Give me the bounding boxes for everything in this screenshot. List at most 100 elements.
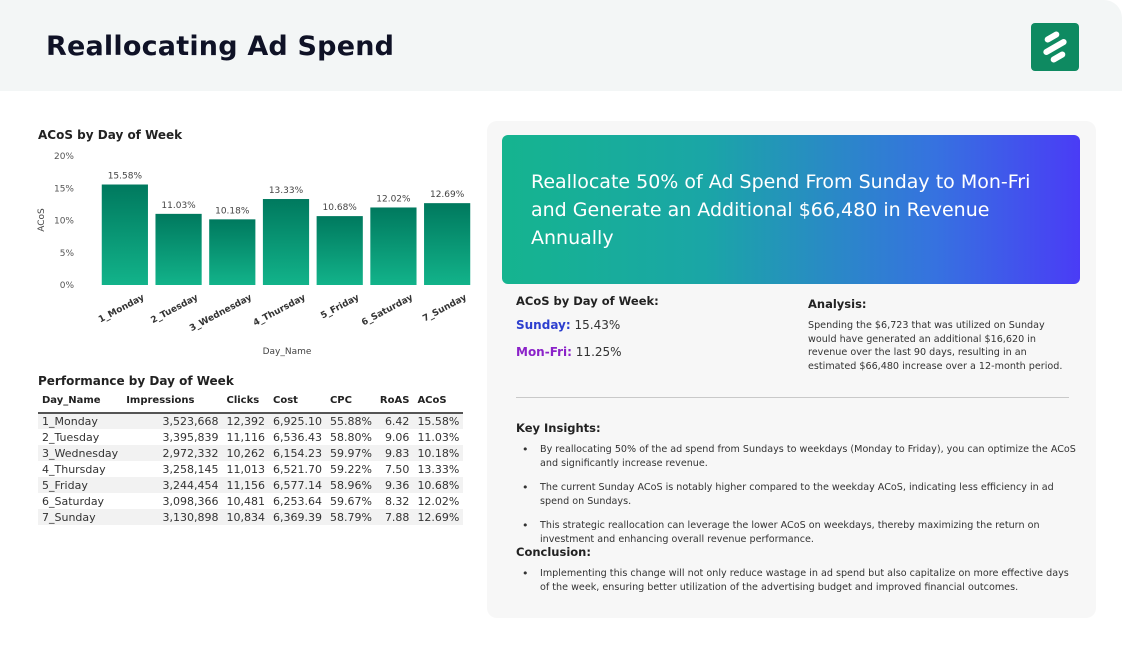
column-header: Cost — [268, 393, 326, 414]
column-header: ACoS — [413, 393, 464, 414]
table-cell: 15.58% — [413, 413, 464, 429]
table-title: Performance by Day of Week — [38, 374, 234, 388]
table-row: 2_Tuesday 3,395,839 11,116 6,536.43 58.80% 9.… — [38, 429, 463, 445]
table-cell: 59.22% — [329, 462, 372, 476]
insights-list: By reallocating 50% of the ad spend from… — [516, 443, 1079, 557]
bar-value-label: 13.33% — [269, 186, 304, 196]
table-cell: 3,523,668 — [122, 413, 223, 429]
table-cell: 9.06 — [384, 430, 410, 444]
table-cell: 10.68% — [413, 477, 464, 493]
table-cell: 59.97% — [325, 445, 376, 461]
table-cell: 7.88 — [375, 509, 414, 525]
x-axis-label: Day_Name — [263, 347, 312, 357]
table-cell: 3,098,366 — [162, 494, 219, 508]
bar-value-label: 12.02% — [376, 194, 411, 204]
table-cell: 3,130,898 — [122, 509, 223, 525]
table-cell: 6,369.39 — [268, 509, 326, 525]
x-tick-label: 4_Thursday — [252, 293, 308, 329]
table-header-row: Day_Name Impressions Clicks Cost CPC RoAS ACoS — [38, 393, 464, 414]
bar-value-label: 11.03% — [161, 201, 196, 211]
bar-value-label: 10.68% — [323, 203, 358, 213]
table-cell: 6,536.43 — [272, 430, 322, 444]
header-bar — [0, 0, 1122, 91]
table-cell: 2,972,332 — [122, 445, 223, 461]
sunday-value: 15.43% — [574, 318, 621, 332]
divider — [516, 397, 1069, 398]
table-cell: 6.42 — [375, 413, 414, 429]
table-row: 4_Thursday 3,258,145 11,013 6,521.70 59.22% 7… — [38, 461, 463, 477]
bar-7_sunday — [424, 203, 471, 285]
table-cell: 6,521.70 — [272, 462, 322, 476]
monfri-label: Mon-Fri: — [516, 345, 572, 359]
table-row: 7_Sunday 3,130,898 10,834 6,369.39 58.79% 7.8… — [38, 509, 464, 525]
table-cell: 58.79% — [325, 509, 376, 525]
table-cell: 58.96% — [325, 477, 376, 493]
x-tick-label: 6_Saturday — [360, 293, 415, 328]
y-tick-label: 5% — [60, 249, 75, 259]
table-cell: 55.88% — [325, 413, 376, 429]
bar-5_friday — [316, 216, 363, 285]
x-tick-label: 1_Monday — [97, 293, 146, 326]
y-tick-label: 10% — [54, 217, 74, 227]
table-cell: 7.50 — [384, 462, 410, 476]
table-cell: 11,156 — [222, 477, 269, 493]
table-cell: 1_Monday — [38, 413, 123, 429]
x-tick-label: 5_Friday — [319, 293, 361, 322]
table-cell: 6,925.10 — [268, 413, 326, 429]
column-header: RoAS — [375, 393, 414, 414]
y-tick-label: 20% — [54, 152, 74, 162]
table-cell: 6,154.23 — [268, 445, 326, 461]
y-tick-label: 15% — [54, 184, 74, 194]
column-header: CPC — [325, 393, 376, 414]
column-header: Day_Name — [38, 393, 123, 414]
table-cell: 11,116 — [226, 430, 265, 444]
column-header: Clicks — [222, 393, 269, 414]
table-cell: 7_Sunday — [38, 509, 123, 525]
bar-value-label: 10.18% — [215, 206, 250, 216]
x-tick-label: 7_Sunday — [421, 293, 468, 325]
table-cell: 3,395,839 — [162, 430, 219, 444]
table-cell: 6,253.64 — [272, 494, 322, 508]
table-row: 3_Wednesday 2,972,332 10,262 6,154.23 59.97%… — [38, 445, 464, 461]
bar-6_saturday — [370, 207, 417, 285]
bar-2_tuesday — [155, 213, 202, 285]
table-cell: 12,392 — [222, 413, 269, 429]
bar-3_wednesday — [209, 219, 256, 285]
monfri-value: 11.25% — [575, 345, 622, 359]
analysis-text: Spending the $6,723 that was utilized on… — [808, 320, 1063, 372]
brand-logo-icon — [1031, 23, 1079, 71]
bar-value-label: 12.69% — [430, 190, 465, 200]
acos-summary-title: ACoS by Day of Week: — [516, 294, 659, 308]
headline-banner — [502, 135, 1080, 284]
acos-sunday: Sunday: 15.43% — [516, 318, 620, 332]
table-cell: 59.67% — [329, 494, 372, 508]
table-cell: 11,013 — [226, 462, 265, 476]
conclusion-item: Implementing this change will not only r… — [516, 567, 1079, 594]
table-cell: 10.18% — [413, 445, 464, 461]
x-tick-label: 2_Tuesday — [149, 293, 200, 326]
table-cell: 13.33% — [417, 462, 460, 476]
column-header: Impressions — [122, 393, 223, 414]
chart-title: ACoS by Day of Week — [38, 128, 183, 142]
conclusion-list: Implementing this change will not only r… — [516, 567, 1079, 605]
table-cell: 10,262 — [222, 445, 269, 461]
table-cell: 3,258,145 — [162, 462, 219, 476]
table-cell: 12.69% — [413, 509, 464, 525]
performance-table: Day_Name Impressions Clicks Cost CPC RoAS ACoS… — [38, 393, 464, 525]
table-row: 5_Friday 3,244,454 11,156 6,577.14 58.96% 9.3… — [38, 477, 464, 493]
table-cell: 9.36 — [375, 477, 414, 493]
table-cell: 3_Wednesday — [38, 445, 123, 461]
analysis-title: Analysis: — [808, 297, 867, 311]
acos-bar-chart: 0% 5% 10% 15% 20% 15.58% 11.03% 10.18% 13.33% 10… — [37, 152, 471, 357]
insight-item: This strategic reallocation can leverage… — [516, 519, 1079, 546]
table-cell: 10,481 — [226, 494, 265, 508]
sunday-label: Sunday: — [516, 318, 571, 332]
table-cell: 3,244,454 — [122, 477, 223, 493]
table-cell: 6_Saturday — [42, 494, 105, 508]
page-title: Reallocating Ad Spend — [46, 31, 395, 62]
table-cell: 10,834 — [222, 509, 269, 525]
table-cell: 5_Friday — [38, 477, 123, 493]
table-cell: 9.83 — [375, 445, 414, 461]
y-axis-label: ACoS — [37, 208, 47, 232]
acos-monfri: Mon-Fri: 11.25% — [516, 345, 622, 359]
